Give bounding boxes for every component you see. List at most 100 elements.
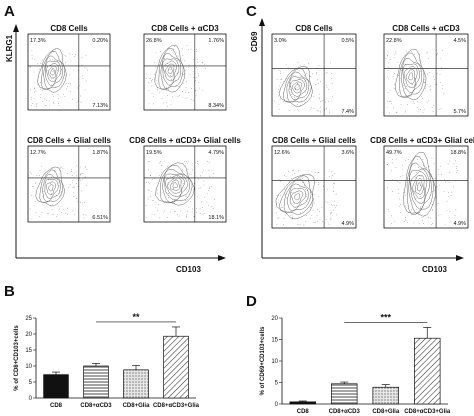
y-tick-label: 10 — [25, 364, 32, 370]
quadrant-upper-left-percent: 49.7% — [386, 150, 402, 156]
quadrant-lower-right-percent: 4.9% — [453, 221, 466, 227]
event-dots — [274, 170, 337, 226]
significance-label: *** — [380, 312, 391, 322]
contour-population — [154, 44, 186, 93]
y-tick-label: 5 — [29, 380, 33, 386]
bar — [289, 401, 316, 405]
panel-a-y-axis-label: KLRG1 — [5, 34, 14, 62]
quadrant-upper-right-percent: 4.79% — [208, 150, 224, 156]
quadrant-upper-left-percent: 12.6% — [274, 150, 290, 156]
quadrant-upper-left-percent: 3.0% — [274, 38, 287, 44]
contour-population — [35, 166, 65, 207]
category-label: CD8+αCD3 — [80, 403, 112, 409]
flow-plot-title: CD8 Cells + αCD3 — [392, 24, 460, 33]
flow-plot-title: CD8 Cells — [50, 24, 88, 33]
quadrant-upper-right-percent: 0.20% — [92, 38, 108, 44]
quadrant-lower-right-percent: 4.9% — [341, 221, 354, 227]
contour-population — [155, 162, 195, 206]
quadrant-upper-left-percent: 17.3% — [30, 38, 46, 44]
flow-plot: CD8 Cells 17.3% 0.20% 7.13% — [27, 24, 111, 111]
panel-label-c: C — [246, 3, 257, 20]
y-tick-label: 15 — [271, 338, 278, 344]
panel-label-a: A — [4, 3, 15, 20]
quadrant-upper-left-percent: 26.8% — [146, 38, 162, 44]
panel-label-d: D — [246, 293, 257, 310]
quadrant-upper-right-percent: 4.5% — [453, 38, 466, 44]
y-tick-label: 25 — [25, 316, 32, 322]
quadrant-upper-right-percent: 1.76% — [208, 38, 224, 44]
flow-plot-title: CD8 Cells + αCD3 — [151, 24, 219, 33]
flow-plot-title: CD8 Cells + Glial cells — [272, 136, 356, 145]
category-label: CD8+αCD3+Glia — [404, 409, 451, 415]
flow-plot-title: CD8 Cells — [295, 24, 333, 33]
panel-a-x-axis-label: CD103 — [176, 265, 201, 274]
event-dots — [273, 62, 333, 114]
category-label: CD8 — [50, 403, 63, 409]
flow-plot-title: CD8 Cells + αCD3+ Glial cells — [370, 136, 474, 145]
y-axis-label: % of CD69+CD103+cells — [260, 326, 266, 395]
bar — [123, 369, 149, 399]
panel-c-y-axis-label: CD69 — [250, 31, 259, 52]
panel-d-bar-chart: 0 5 10 15 20 % of CD69+CD103+cells CD8 CD8+αCD3… — [260, 312, 451, 415]
bar — [83, 365, 109, 399]
quadrant-lower-right-percent: 18.1% — [208, 215, 224, 221]
y-tick-label: 15 — [25, 348, 32, 354]
quadrant-upper-right-percent: 0.5% — [341, 38, 354, 44]
panel-c-flow-plots: CD8 Cells 3.0% 0.5% 7.4% CD8 Cells + αCD3 22.… — [271, 24, 474, 229]
y-tick-label: 20 — [25, 332, 32, 338]
significance-label: ** — [132, 312, 140, 322]
contour-population — [37, 48, 67, 93]
flow-plot: CD8 Cells + Glial cells 12.6% 3.6% 4.9% — [271, 136, 357, 229]
contour-population — [278, 65, 313, 107]
panel-a-flow-plots: CD8 Cells 17.3% 0.20% 7.13% CD8 Cells + αCD3… — [27, 24, 241, 223]
flow-plot: CD8 Cells + αCD3 26.8% 1.76% 8.34% — [143, 24, 227, 111]
bar — [163, 335, 189, 399]
quadrant-lower-right-percent: 6.51% — [92, 215, 108, 221]
flow-plot: CD8 Cells + αCD3 22.8% 4.5% 5.7% — [383, 24, 469, 117]
y-tick-label: 0 — [29, 396, 33, 402]
bar — [43, 374, 69, 399]
panel-b-bar-chart: 0 5 10 15 20 25 % of CD8+CD103+cells CD8 CD8+αCD… — [14, 312, 200, 409]
quadrant-upper-left-percent: 12.7% — [30, 150, 46, 156]
quadrant-lower-right-percent: 7.4% — [341, 109, 354, 115]
flow-plot: CD8 Cells + αCD3+ Glial cells 49.7% 18.8% 4… — [370, 136, 474, 229]
bar — [331, 383, 358, 405]
y-tick-label: 10 — [271, 359, 278, 365]
panel-label-b: B — [4, 283, 15, 300]
y-axis-label: % of CD8+CD103+cells — [14, 325, 20, 391]
category-label: CD8+Glia — [123, 403, 151, 409]
flow-plot: CD8 Cells 3.0% 0.5% 7.4% — [271, 24, 357, 117]
quadrant-lower-right-percent: 7.13% — [92, 103, 108, 109]
flow-plot: CD8 Cells + Glial cells 12.7% 1.87% 6.51% — [27, 136, 111, 223]
contour-population — [403, 151, 436, 217]
contour-population — [395, 48, 427, 101]
category-label: CD8+Glia — [372, 409, 400, 415]
flow-plot-frame — [27, 145, 111, 223]
quadrant-upper-right-percent: 18.8% — [450, 150, 466, 156]
flow-plot-frame — [143, 145, 227, 223]
quadrant-upper-right-percent: 3.6% — [341, 150, 354, 156]
category-label: CD8+αCD3+Glia — [153, 403, 200, 409]
category-label: CD8+αCD3 — [329, 409, 361, 415]
quadrant-upper-left-percent: 19.5% — [146, 150, 162, 156]
flow-plot-frame — [27, 33, 111, 111]
y-tick-label: 0 — [275, 402, 279, 408]
contour-population — [275, 174, 315, 220]
bar — [414, 337, 441, 405]
flow-plot-frame — [271, 145, 357, 229]
y-tick-label: 5 — [275, 381, 279, 387]
y-tick-label: 20 — [271, 316, 278, 322]
quadrant-lower-right-percent: 5.7% — [453, 109, 466, 115]
quadrant-upper-left-percent: 22.8% — [386, 38, 402, 44]
flow-plot-title: CD8 Cells + Glial cells — [27, 136, 111, 145]
panel-a-axes — [13, 24, 226, 261]
panel-c-axes — [259, 18, 464, 261]
event-dots — [29, 165, 88, 220]
flow-plot-frame — [271, 33, 357, 117]
quadrant-upper-right-percent: 1.87% — [92, 150, 108, 156]
flow-plot-title: CD8 Cells + αCD3+ Glial cells — [129, 136, 241, 145]
panel-c-x-axis-label: CD103 — [422, 265, 447, 274]
quadrant-lower-right-percent: 8.34% — [208, 103, 224, 109]
